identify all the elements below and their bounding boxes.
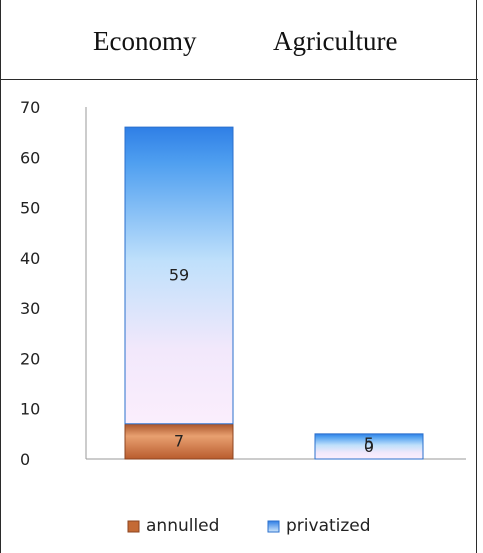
y-tick-label: 0 <box>20 450 30 469</box>
legend-swatch-privatized <box>267 520 280 533</box>
legend-swatch-annulled <box>127 520 140 533</box>
y-tick-label: 70 <box>20 98 40 117</box>
bar-privatized <box>314 433 424 460</box>
data-label-privatized: 59 <box>169 265 189 284</box>
legend-label-annulled: annulled <box>146 516 219 536</box>
y-tick-label: 20 <box>20 349 40 368</box>
y-tick-label: 30 <box>20 299 40 318</box>
table-header-row: Economy Agriculture <box>1 0 478 80</box>
legend-label-privatized: privatized <box>286 516 371 536</box>
y-tick-label: 60 <box>20 148 40 167</box>
data-label-annulled: 7 <box>174 431 184 450</box>
column-header-agriculture: Agriculture <box>273 26 398 56</box>
bar-privatized <box>124 126 234 425</box>
y-tick-label: 50 <box>20 199 40 218</box>
column-header-economy: Economy <box>93 26 197 56</box>
y-tick-label: 10 <box>20 400 40 419</box>
data-label-privatized: 5 <box>364 434 374 453</box>
data-label-annulled: 0 <box>364 437 374 456</box>
bar-annulled <box>124 423 234 460</box>
y-tick-label: 40 <box>20 249 40 268</box>
